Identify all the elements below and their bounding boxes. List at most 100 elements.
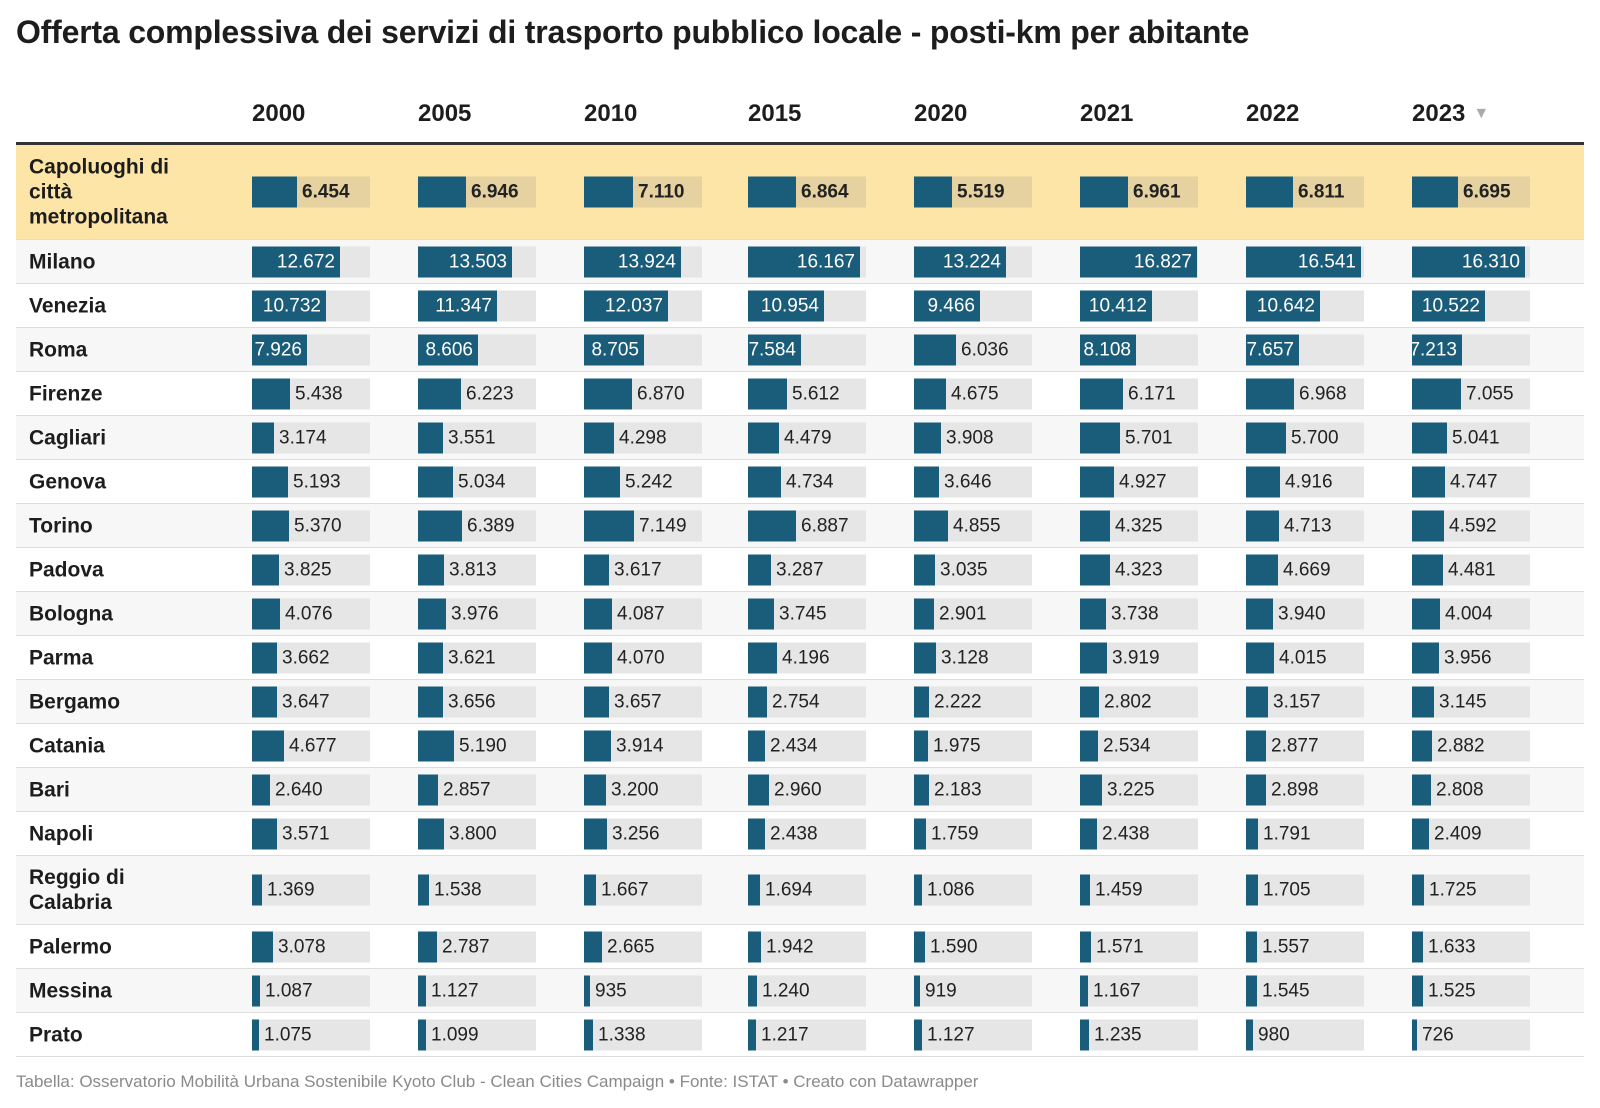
column-header-2022[interactable]: 2022 xyxy=(1246,100,1299,128)
bar xyxy=(748,931,761,962)
value-label: 7.055 xyxy=(1466,383,1514,404)
column-header-label: 2005 xyxy=(418,100,472,127)
bar-cell: 10.732 xyxy=(252,290,370,321)
bar xyxy=(1412,246,1525,277)
value-label: 4.323 xyxy=(1115,559,1163,580)
bar-cell: 4.481 xyxy=(1412,554,1530,585)
value-label: 1.087 xyxy=(265,980,313,1001)
value-label: 3.908 xyxy=(946,427,994,448)
bar-cell: 3.646 xyxy=(914,466,1032,497)
value-label: 4.675 xyxy=(951,383,999,404)
bar-cell: 3.128 xyxy=(914,642,1032,673)
value-label: 2.754 xyxy=(772,691,820,712)
value-label: 2.787 xyxy=(442,936,490,957)
column-header-2020[interactable]: 2020 xyxy=(914,100,967,128)
value-label: 1.667 xyxy=(601,879,649,901)
value-label: 3.225 xyxy=(1107,779,1155,800)
value-label: 3.128 xyxy=(941,647,989,668)
bar-cell: 6.887 xyxy=(748,510,866,541)
row-label: Messina xyxy=(29,979,112,1002)
bar xyxy=(914,818,926,849)
table-row: Bari 2.640 2.857 3.200 2.960 2.183 3.225 2.898 2… xyxy=(16,768,1584,812)
bar xyxy=(584,730,611,761)
bar xyxy=(1246,975,1257,1006)
bar-track xyxy=(418,975,536,1006)
bar-cell: 3.738 xyxy=(1080,598,1198,629)
column-header-2015[interactable]: 2015 xyxy=(748,100,801,128)
bar-cell: 13.224 xyxy=(914,246,1032,277)
value-label: 1.571 xyxy=(1096,936,1144,957)
column-header-2023[interactable]: 2023 ▼ xyxy=(1412,100,1489,128)
bar-cell: 4.669 xyxy=(1246,554,1364,585)
bar-cell: 6.389 xyxy=(418,510,536,541)
bar xyxy=(584,176,633,208)
bar xyxy=(252,246,340,277)
bar-track xyxy=(1246,1019,1364,1050)
value-label: 6.887 xyxy=(801,515,849,536)
bar-cell: 2.665 xyxy=(584,931,702,962)
bar xyxy=(748,686,767,717)
value-label: 935 xyxy=(595,980,627,1001)
bar-cell: 4.323 xyxy=(1080,554,1198,585)
bar-track xyxy=(1080,975,1198,1006)
bar-cell: 7.657 xyxy=(1246,334,1364,365)
bar xyxy=(1080,818,1097,849)
row-label: Bologna xyxy=(29,602,113,625)
bar-cell: 5.242 xyxy=(584,466,702,497)
column-header-2021[interactable]: 2021 xyxy=(1080,100,1133,128)
table-row: Messina 1.087 1.127 935 1.240 919 1.167 1.545 1.… xyxy=(16,969,1584,1013)
row-label: Capoluoghi di città metropolitana xyxy=(29,155,169,229)
bar-cell: 10.412 xyxy=(1080,290,1198,321)
bar xyxy=(1246,1019,1253,1050)
column-header-2000[interactable]: 2000 xyxy=(252,100,305,128)
value-label: 4.916 xyxy=(1285,471,1333,492)
bar-cell: 1.725 xyxy=(1412,874,1530,906)
bar-cell: 6.223 xyxy=(418,378,536,409)
value-label: 4.677 xyxy=(289,735,337,756)
bar-cell: 2.882 xyxy=(1412,730,1530,761)
bar-cell: 7.926 xyxy=(252,334,370,365)
bar-cell: 5.370 xyxy=(252,510,370,541)
value-label: 3.813 xyxy=(449,559,497,580)
bar-cell: 5.193 xyxy=(252,466,370,497)
value-label: 3.976 xyxy=(451,603,499,624)
column-header-label: 2000 xyxy=(252,100,306,127)
bar-cell: 1.086 xyxy=(914,874,1032,906)
value-label: 12.037 xyxy=(604,295,663,316)
value-label: 4.015 xyxy=(1279,647,1327,668)
bar-cell: 1.759 xyxy=(914,818,1032,849)
bar xyxy=(1246,176,1293,208)
table-row: Parma 3.662 3.621 4.070 4.196 3.128 3.919 4.015… xyxy=(16,636,1584,680)
value-label: 9.466 xyxy=(927,295,975,316)
bar-cell: 7.584 xyxy=(748,334,866,365)
bar-cell: 4.747 xyxy=(1412,466,1530,497)
bar xyxy=(914,422,941,453)
bar xyxy=(914,246,1006,277)
value-label: 8.108 xyxy=(1083,339,1131,360)
bar-cell: 4.015 xyxy=(1246,642,1364,673)
bar-cell: 1.087 xyxy=(252,975,370,1006)
value-label: 1.633 xyxy=(1428,936,1476,957)
column-header-2010[interactable]: 2010 xyxy=(584,100,637,128)
bar xyxy=(1412,975,1423,1006)
bar xyxy=(252,510,289,541)
bar xyxy=(914,931,925,962)
bar-cell: 3.078 xyxy=(252,931,370,962)
bar-cell: 2.534 xyxy=(1080,730,1198,761)
value-label: 5.701 xyxy=(1125,427,1173,448)
value-label: 1.725 xyxy=(1429,879,1477,901)
bar-cell: 3.035 xyxy=(914,554,1032,585)
bar-track xyxy=(584,975,702,1006)
value-label: 3.656 xyxy=(448,691,496,712)
bar xyxy=(748,554,771,585)
column-header-2005[interactable]: 2005 xyxy=(418,100,471,128)
value-label: 6.968 xyxy=(1299,383,1347,404)
bar-track xyxy=(748,818,866,849)
table-row: Cagliari 3.174 3.551 4.298 4.479 3.908 5.701 5.… xyxy=(16,416,1584,460)
bar-cell: 8.606 xyxy=(418,334,536,365)
bar-cell: 5.438 xyxy=(252,378,370,409)
sort-descending-icon: ▼ xyxy=(1473,105,1490,122)
value-label: 1.240 xyxy=(762,980,810,1001)
column-header-label: 2021 xyxy=(1080,100,1134,127)
bar-track xyxy=(748,730,866,761)
